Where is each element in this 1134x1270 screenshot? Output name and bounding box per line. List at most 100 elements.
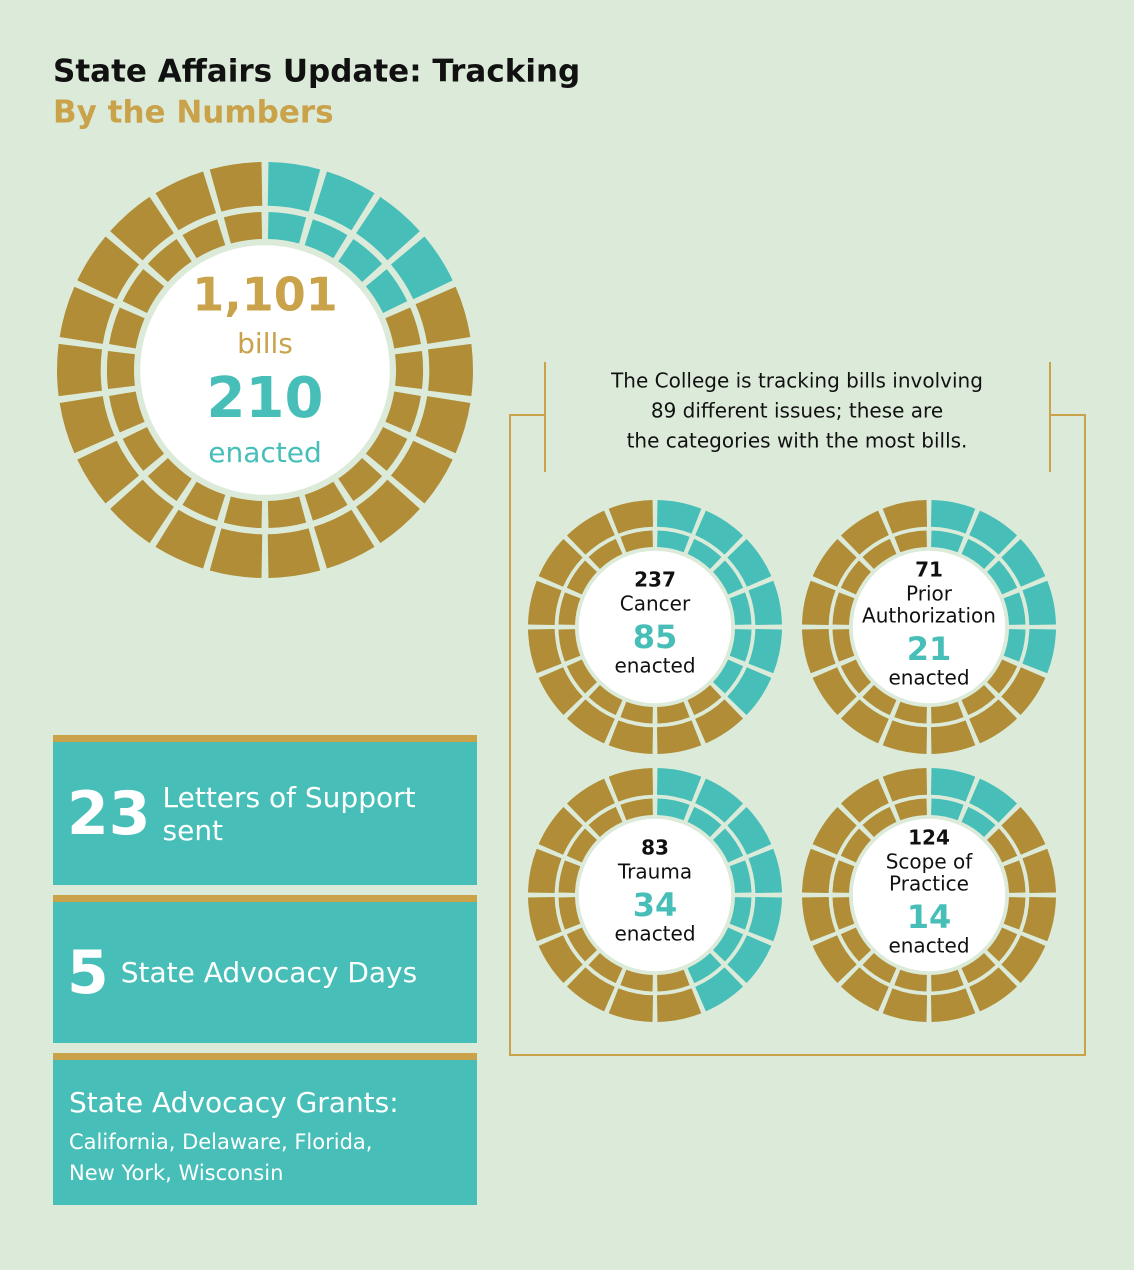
ring-segment <box>1001 667 1046 716</box>
ring-segment <box>687 806 722 837</box>
stat-box: 23 Letters of Support sent <box>53 735 477 885</box>
ring-segment <box>729 860 752 893</box>
ring-segment <box>656 500 702 534</box>
category-name: Trauma <box>617 860 692 884</box>
ring-segment <box>840 828 871 863</box>
ring-segment <box>558 592 581 625</box>
ring-segment <box>862 685 897 716</box>
ring-segment <box>620 701 653 724</box>
ring-segment <box>802 628 836 674</box>
ring-segment <box>930 720 976 754</box>
ring-segment <box>1003 860 1026 893</box>
ring-segment <box>882 768 928 802</box>
ring-segment <box>155 509 217 569</box>
ring-segment <box>558 897 581 930</box>
ring-segment <box>840 560 871 595</box>
ring-segment <box>620 798 653 821</box>
ring-segment <box>538 806 583 855</box>
ring-segment <box>365 427 408 471</box>
ring-segment <box>840 699 889 744</box>
ring-segment <box>832 897 855 930</box>
ring-center <box>852 818 1006 972</box>
ring-segment <box>695 967 744 1012</box>
ring-segment <box>313 171 375 231</box>
ring-segment <box>961 538 996 569</box>
ring-segment <box>987 927 1018 962</box>
ring-segment <box>109 391 145 433</box>
ring-segment <box>969 699 1018 744</box>
ring-segment <box>969 778 1018 823</box>
category-enacted: 21 <box>907 630 952 668</box>
ring-segment <box>713 560 744 595</box>
ring-segment <box>528 580 562 626</box>
ring-segment <box>713 828 744 863</box>
ring-segment <box>882 720 928 754</box>
ring-center <box>578 550 732 704</box>
ring-segment <box>1001 806 1046 855</box>
ring-segment <box>56 343 102 397</box>
ring-segment <box>588 953 623 984</box>
ring-segment <box>304 219 348 259</box>
ring-center <box>852 550 1006 704</box>
ring-segment <box>122 427 165 471</box>
ring-segment <box>748 848 782 894</box>
ring-segment <box>930 500 976 534</box>
ring-segment <box>566 778 615 823</box>
ring-segment <box>558 629 581 662</box>
ring-segment <box>727 935 772 984</box>
ring-segment <box>748 580 782 626</box>
ring-segment <box>77 440 140 504</box>
ring-segment <box>147 238 192 283</box>
title: State Affairs Update: Tracking <box>53 54 580 90</box>
ring-segment <box>385 391 421 433</box>
ring-segment <box>304 481 348 521</box>
ring-segment <box>122 269 165 313</box>
ring-segment <box>588 685 623 716</box>
ring-segment <box>1001 935 1046 984</box>
ring-segment <box>931 969 964 992</box>
ring-segment <box>729 592 752 625</box>
ring-segment <box>1022 896 1056 942</box>
ring-segment <box>729 897 752 930</box>
ring-segment <box>840 659 871 694</box>
ring-segment <box>155 171 217 231</box>
enacted-unit: enacted <box>208 436 322 469</box>
ring-segment <box>428 343 474 397</box>
ring-segment <box>862 806 897 837</box>
ring-segment <box>894 969 927 992</box>
ring-segment <box>802 580 836 626</box>
category-name: Cancer <box>620 592 691 616</box>
ring-segment <box>832 592 855 625</box>
ring-segment <box>1003 592 1026 625</box>
stat-label: State Advocacy Days <box>120 956 418 989</box>
category-total: 71 <box>915 558 943 582</box>
ring-segment <box>727 806 772 855</box>
ring-segment <box>656 768 702 802</box>
ring-segment <box>713 927 744 962</box>
ring-segment <box>862 953 897 984</box>
category-enacted-unit: enacted <box>888 666 969 690</box>
category-enacted-unit: enacted <box>888 934 969 958</box>
ring-segment <box>727 538 772 587</box>
total-number: 1,101 <box>192 268 338 322</box>
ring-segment <box>656 720 702 754</box>
ring-segment <box>566 967 615 1012</box>
ring-center <box>140 245 390 495</box>
total-unit: bills <box>237 327 293 360</box>
ring-segment <box>566 560 597 595</box>
ring-segment <box>987 560 1018 595</box>
ring-segment <box>882 500 928 534</box>
ring-segment <box>588 538 623 569</box>
ring-segment <box>729 629 752 662</box>
ring-segment <box>182 219 226 259</box>
ring-segment <box>840 510 889 555</box>
ring-segment <box>812 806 857 855</box>
stat-box: 5 State Advocacy Days <box>53 895 477 1043</box>
ring-segment <box>77 236 140 300</box>
ring-segment <box>538 538 583 587</box>
ring-segment <box>695 778 744 823</box>
bracket <box>509 362 1086 1056</box>
category-enacted-unit: enacted <box>614 654 695 678</box>
ring-segment <box>267 528 321 578</box>
